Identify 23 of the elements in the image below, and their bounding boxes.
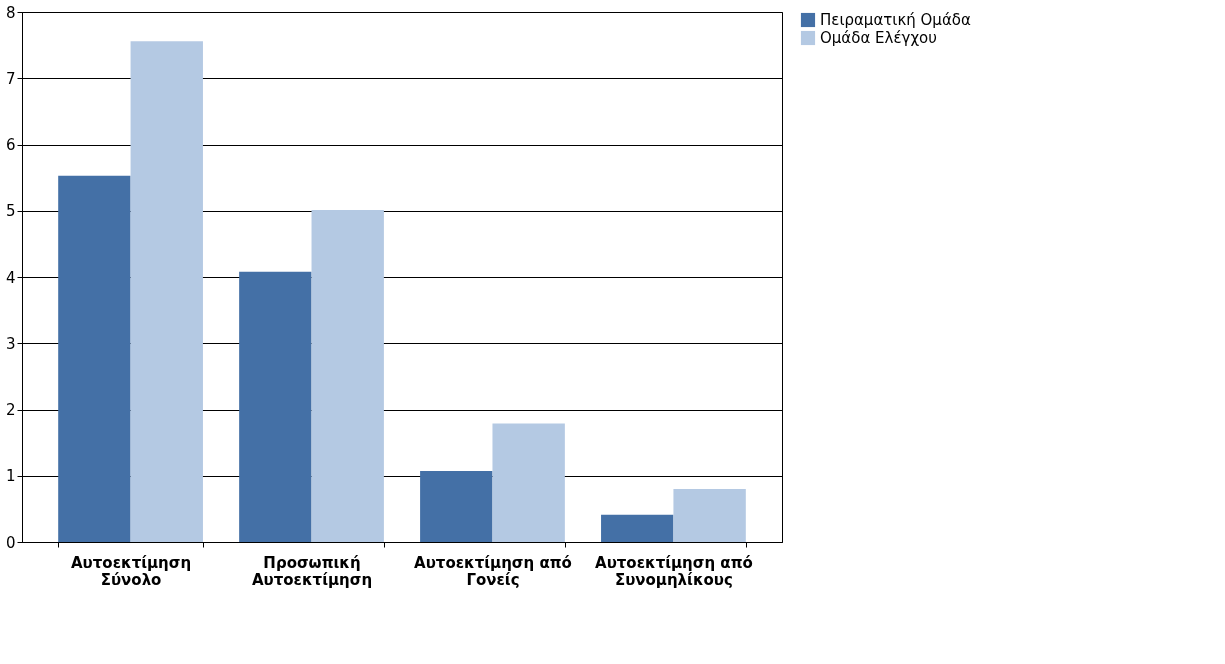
x-tick-label: Αυτοεκτίμηση από Συνομηλίκους	[595, 553, 753, 589]
bar	[673, 489, 746, 542]
y-tick-label: 7	[5, 69, 16, 88]
bar	[492, 423, 565, 542]
bar	[601, 514, 674, 542]
y-tick-label: 0	[5, 533, 16, 552]
x-tick-label: Αυτοεκτίμηση από Γονείς	[414, 553, 572, 589]
y-tick-label: 6	[5, 136, 16, 154]
y-tick-label: 5	[5, 202, 16, 221]
y-tick-label: 2	[5, 401, 16, 419]
bar	[130, 41, 203, 542]
legend-label: Ομάδα Ελέγχου	[820, 29, 937, 47]
x-tick-label: Αυτοεκτίμηση Σύνολο	[71, 553, 192, 589]
bar	[311, 210, 384, 542]
y-tick-label: 4	[5, 268, 16, 287]
x-tick-label: Προσωπική Αυτοεκτίμηση	[251, 553, 373, 589]
legend-label: Πειραματική Ομάδα	[820, 11, 971, 29]
y-tick-label: 3	[5, 334, 16, 353]
bar	[420, 471, 493, 542]
bar	[239, 271, 312, 542]
y-tick-label: 1	[5, 467, 16, 486]
bar	[58, 175, 131, 542]
y-tick-label: 8	[5, 3, 16, 22]
